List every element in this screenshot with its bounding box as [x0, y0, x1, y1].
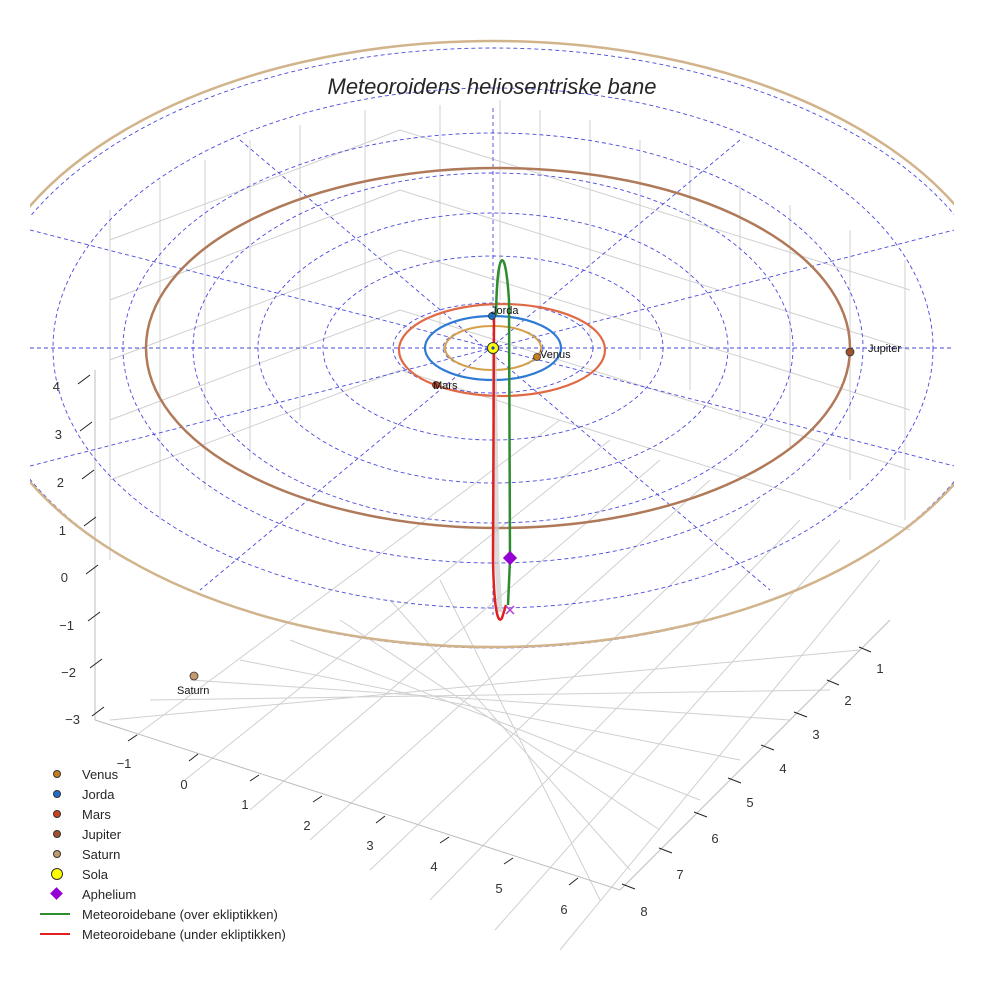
jupiter-dot-icon — [53, 830, 61, 838]
svg-text:−3: −3 — [65, 712, 80, 727]
legend: Venus Jorda Mars Jupiter Saturn Sola Aph… — [38, 764, 286, 944]
meteoroid-orbit-under-ecliptic — [491, 315, 508, 621]
label-venus: Venus — [540, 349, 571, 361]
svg-text:8: 8 — [640, 904, 647, 919]
z-axis — [77, 374, 105, 717]
svg-text:2: 2 — [844, 693, 851, 708]
jorda-marker — [488, 312, 496, 320]
legend-item-orbit-under: Meteoroidebane (under ekliptikken) — [38, 924, 286, 944]
legend-item-jorda: Jorda — [38, 784, 286, 804]
y-axis — [621, 646, 872, 890]
x-axis — [127, 734, 579, 886]
red-line-icon — [40, 933, 70, 935]
mars-marker — [432, 381, 440, 389]
legend-item-mars: Mars — [38, 804, 286, 824]
jorda-dot-icon — [53, 790, 61, 798]
planet-labels: Jorda Venus Mars Jupiter Saturn — [177, 305, 901, 697]
svg-text:−1: −1 — [117, 756, 132, 771]
svg-text:3: 3 — [366, 838, 373, 853]
jupiter-marker — [845, 347, 855, 357]
label-mars: Mars — [433, 380, 458, 392]
svg-text:1: 1 — [241, 797, 248, 812]
svg-text:4: 4 — [430, 859, 437, 874]
venus-marker — [533, 353, 541, 361]
perihelion-cross-icon — [505, 605, 515, 615]
y-axis-ticklabels: 1 2 3 4 5 6 7 8 — [640, 661, 883, 919]
chart-title: Meteoroidens heliosentriske bane — [327, 74, 657, 99]
x-axis-ticklabels: −1 0 1 2 3 4 5 6 — [117, 756, 568, 917]
svg-text:0: 0 — [61, 570, 68, 585]
label-jupiter: Jupiter — [868, 343, 901, 355]
green-line-icon — [40, 913, 70, 915]
saturn-marker — [189, 671, 199, 681]
meteoroid-orbit-over-ecliptic — [494, 259, 512, 606]
meteoroid-orbit — [491, 259, 512, 621]
svg-text:2: 2 — [303, 818, 310, 833]
svg-text:6: 6 — [560, 902, 567, 917]
mars-orbit — [397, 302, 607, 398]
svg-text:3: 3 — [812, 727, 819, 742]
legend-item-venus: Venus — [38, 764, 286, 784]
legend-item-aphelium: Aphelium — [38, 884, 286, 904]
aphelium-marker — [502, 550, 518, 566]
svg-text:3: 3 — [55, 427, 62, 442]
legend-item-saturn: Saturn — [38, 844, 286, 864]
saturn-dot-icon — [53, 850, 61, 858]
legend-item-sola: Sola — [38, 864, 286, 884]
markers — [189, 312, 855, 681]
svg-text:5: 5 — [495, 881, 502, 896]
svg-text:−2: −2 — [61, 665, 76, 680]
svg-text:0: 0 — [180, 777, 187, 792]
svg-text:5: 5 — [746, 795, 753, 810]
z-axis-ticklabels: 4 3 2 1 0 −1 −2 −3 — [53, 379, 80, 727]
label-saturn: Saturn — [177, 685, 209, 697]
svg-text:1: 1 — [876, 661, 883, 676]
mars-dot-icon — [53, 810, 61, 818]
svg-text:4: 4 — [779, 761, 786, 776]
legend-item-orbit-over: Meteoroidebane (over ekliptikken) — [38, 904, 286, 924]
legend-item-jupiter: Jupiter — [38, 824, 286, 844]
diamond-icon — [50, 887, 63, 900]
saturn-orbit — [30, 39, 954, 649]
svg-text:1: 1 — [59, 523, 66, 538]
sun-dot-icon — [51, 868, 63, 880]
label-jorda: Jorda — [491, 305, 519, 317]
svg-text:6: 6 — [711, 831, 718, 846]
svg-text:2: 2 — [57, 475, 64, 490]
svg-text:4: 4 — [53, 379, 60, 394]
svg-text:7: 7 — [676, 867, 683, 882]
venus-dot-icon — [53, 770, 61, 778]
svg-text:−1: −1 — [59, 618, 74, 633]
